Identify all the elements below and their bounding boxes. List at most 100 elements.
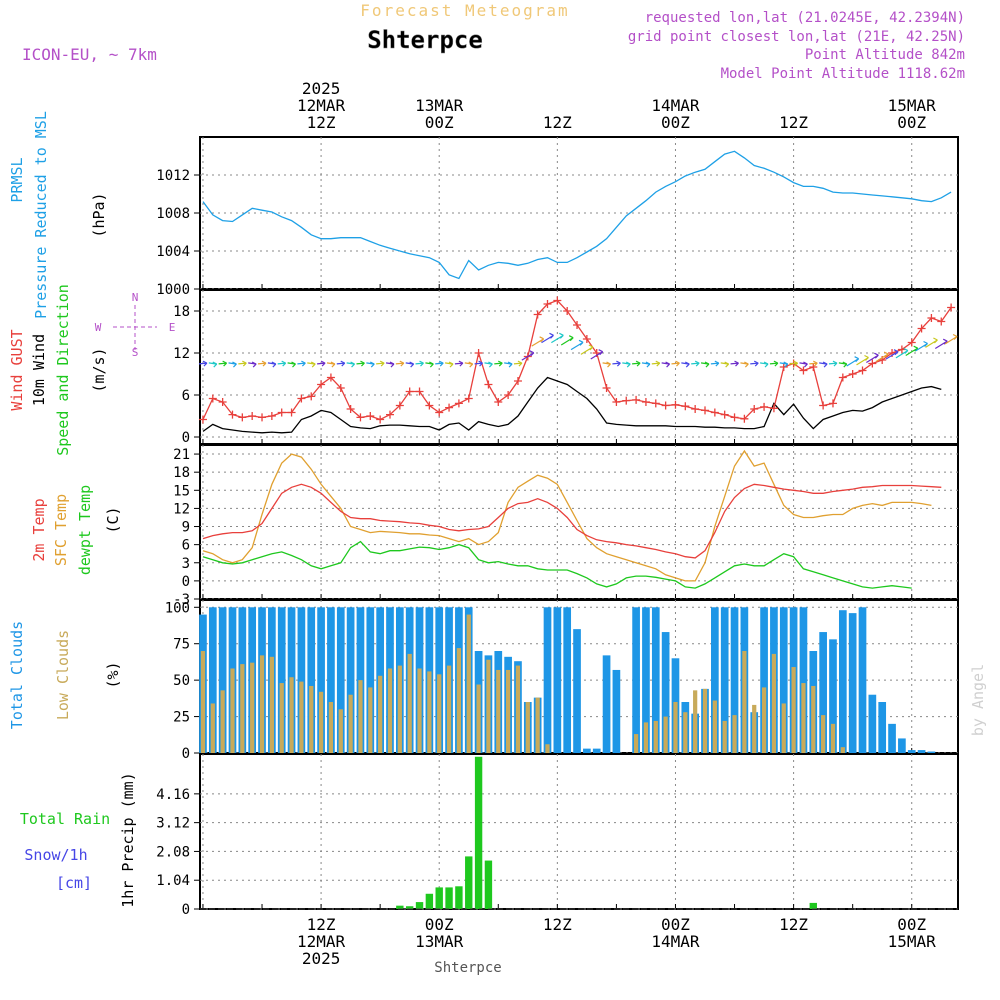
wind-arrowhead [438,360,444,367]
wind-arrowhead [409,361,415,368]
pressure-label: Pressure Reduced to MSL [32,111,50,319]
wind-arrowhead [793,360,799,367]
temp2m-label: 2m Temp [30,498,48,561]
gust-marker [533,310,542,319]
wind-arrowhead [578,339,584,346]
wind-arrowhead [864,354,869,361]
compass-n: N [132,291,139,304]
wind-arrow [769,362,778,365]
precip-bar [474,756,483,909]
gust-marker [828,399,837,408]
wind-arrowhead [458,360,464,367]
wind-arrowhead [271,361,277,368]
bottom-time-label: 00Z [425,915,454,934]
total-cloud-bar [602,655,611,753]
wind-arrowhead [497,360,503,367]
low-cloud-bar [653,720,658,753]
total-cloud-bar [838,610,847,753]
location-title: Shterpce [367,26,483,54]
wind-arrowhead [635,360,641,367]
wind-gust-label: Wind GUST [8,329,26,410]
sfc-temp-line [202,449,932,582]
wind-arrowhead [714,360,720,367]
gust-marker [425,401,434,410]
total-cloud-bar [927,751,936,753]
top-time-label: 12Z [779,113,808,132]
low-cloud-bar [259,655,265,753]
gust-marker [395,401,404,410]
low-cloud-bar [456,648,462,753]
wind-arrowhead [913,345,919,352]
wind-arrowhead [232,361,237,368]
gust-marker [356,413,365,422]
gust-marker [681,402,690,411]
model-altitude: Model Point Altitude 1118.62m [721,66,965,82]
wind-arrow [198,362,207,365]
low-cloud-bar [299,681,304,753]
precip-bar [445,887,453,909]
wind-arrowhead [369,361,375,368]
wind-arrowhead [606,361,611,368]
wind-arrow [710,362,719,365]
gust-marker [779,363,788,371]
low-cloud-bar [240,664,245,753]
wind-arrowhead [301,360,306,367]
precip-ytick-label: 2.08 [156,844,190,860]
total-cloud-bar [356,607,365,753]
temp-ytick-label: 21 [173,447,190,463]
wind-arrow [415,362,424,365]
total-cloud-bar [760,607,768,753]
gust-marker [809,363,818,371]
total-cloud-bar [208,607,217,753]
low-cloud-bar [732,715,737,753]
gust-marker [307,392,316,401]
precip-bar [425,893,434,909]
low-cloud-bar [525,702,530,753]
gust-marker [297,394,306,403]
low-cloud-bar [230,668,235,753]
gust-marker [760,402,769,411]
top-time-label: 12MAR [297,96,346,115]
gust-marker [484,380,493,389]
gust-marker [563,307,572,315]
total-cloud-bar [632,607,640,753]
gust-marker [671,400,680,409]
top-time-label: 13MAR [415,96,464,115]
low-cloud-bar [318,691,324,753]
total-cloud-bar [573,629,581,753]
total-cloud-bar [612,669,621,753]
precip-bar [415,902,424,909]
gust-marker [868,359,877,368]
wind-arrowhead [803,361,808,368]
gust-marker [277,408,286,417]
wind-arrowhead [399,360,405,367]
gust-marker [573,321,582,329]
clouds-ytick-label: 100 [165,600,190,616]
low-cloud-bar [830,723,836,753]
low-cloud-bar [466,614,471,753]
gust-marker [385,410,394,419]
compass-cross [113,305,157,350]
wind-arrowhead [350,361,355,368]
gust-marker [848,370,857,378]
total-cloud-bar [819,632,827,753]
gust-marker [819,401,828,410]
wind-arrow [730,362,739,365]
gust-marker [405,387,414,396]
low-cloud-bar [702,688,708,753]
gust-marker [858,366,867,375]
precip-ytick-label: 3.12 [156,816,190,832]
wind-label: 10m Wind [30,334,48,406]
gust-marker [720,410,729,419]
precip-bar [405,906,414,909]
pressure-line [202,150,952,280]
temp-ytick-label: 18 [173,465,190,481]
gust-marker [612,398,621,406]
bottom-time-label: 13MAR [415,932,464,951]
wind-arrowhead [942,338,948,345]
gust-line [202,299,952,421]
wind-arrowhead [340,360,346,367]
sfc-temp-label: SFC Temp [52,494,70,566]
precip-ytick-label: 4.16 [156,787,190,803]
low-cloud-bar [200,651,206,753]
